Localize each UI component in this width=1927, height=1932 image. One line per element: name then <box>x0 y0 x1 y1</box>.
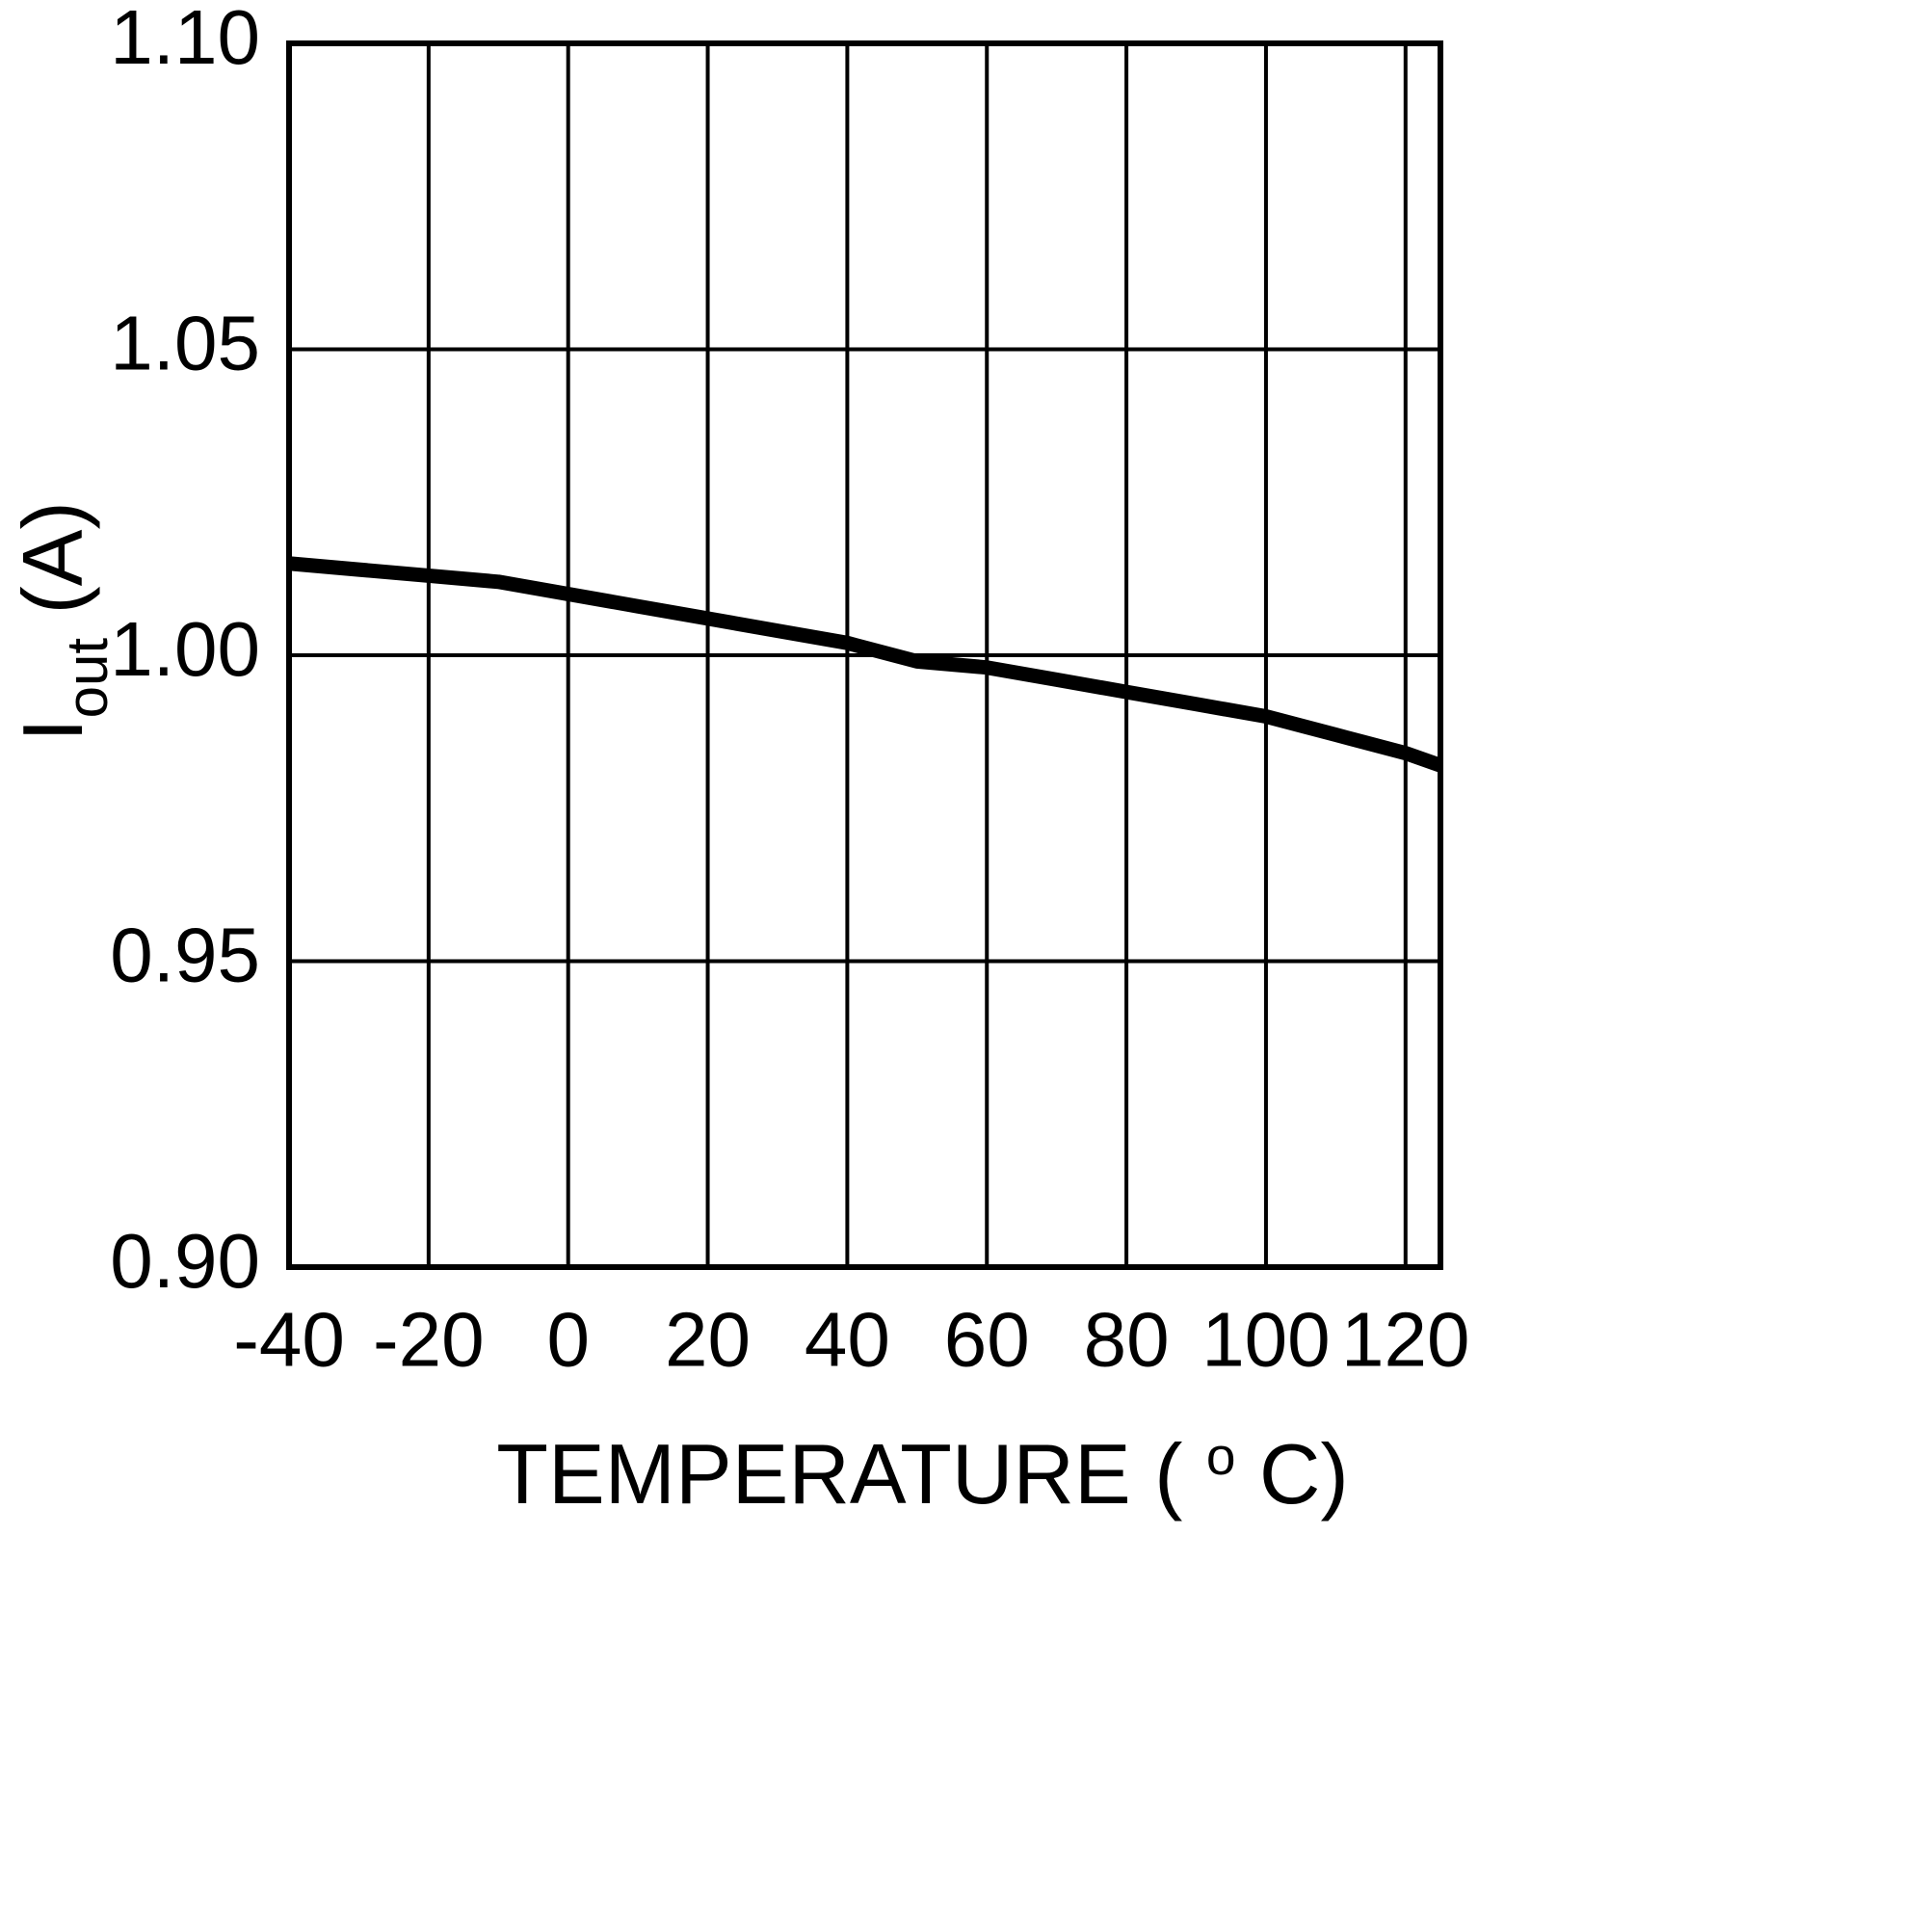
x-tick-label: 0 <box>546 1297 590 1383</box>
y-tick-label: 1.10 <box>110 0 260 80</box>
series-line <box>288 556 1443 773</box>
x-tick-label: 120 <box>1341 1297 1469 1383</box>
plot-border <box>286 40 1443 1270</box>
x-axis-tick-labels: -40 -20 0 20 40 60 80 100 120 <box>233 1297 1469 1383</box>
y-axis-tick-labels: 0.90 0.95 1.00 1.05 1.10 <box>110 0 260 1304</box>
grid-lines <box>287 41 1440 1269</box>
x-tick-label: 80 <box>1084 1297 1170 1383</box>
data-series <box>288 556 1443 773</box>
x-tick-label: -40 <box>233 1297 345 1383</box>
x-tick-label: 20 <box>665 1297 751 1383</box>
y-tick-label: 1.00 <box>110 606 260 692</box>
plot-border-rect <box>286 40 1443 1270</box>
y-axis-title: Iout (A) <box>5 501 119 742</box>
y-tick-label: 1.05 <box>110 301 260 386</box>
y-tick-label: 0.90 <box>110 1218 260 1304</box>
x-axis-title: TEMPERATURE ( o C) <box>496 1426 1349 1522</box>
x-tick-label: 60 <box>944 1297 1030 1383</box>
x-tick-label: 40 <box>805 1297 890 1383</box>
x-tick-label: 100 <box>1201 1297 1330 1383</box>
x-tick-label: -20 <box>373 1297 485 1383</box>
y-tick-label: 0.95 <box>110 913 260 998</box>
